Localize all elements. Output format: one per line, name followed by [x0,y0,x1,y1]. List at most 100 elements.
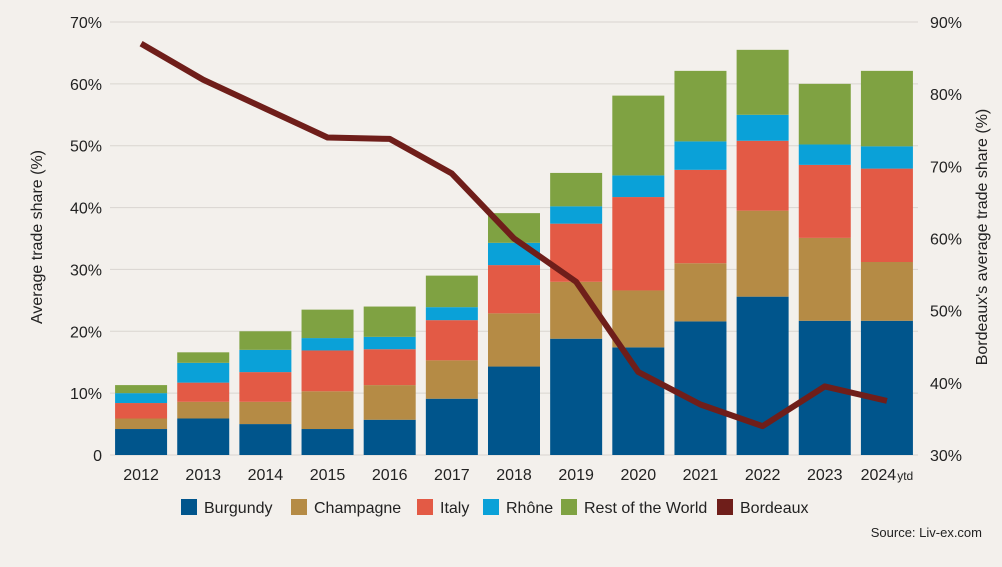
x-tick-label: 2021 [683,467,719,484]
y-tick-label: 0 [93,448,102,465]
bar-segment [364,337,416,349]
bar-segment [799,238,851,321]
bar-segment [737,297,789,455]
bar-segment [612,290,664,347]
x-tick-label: 2012 [123,467,159,484]
bar-segment [737,115,789,141]
bar-segment [115,393,167,403]
bar-segment [115,429,167,455]
bar-segment [799,84,851,145]
y-tick-label: 10% [70,386,102,403]
y2-tick-label: 90% [930,15,962,32]
bar-segment [239,372,291,402]
y2-tick-label: 50% [930,304,962,321]
x-tick-label: 2013 [185,467,221,484]
bar-segment [177,402,229,419]
bar-segment [737,141,789,211]
y-tick-label: 50% [70,139,102,156]
bar-segment [239,350,291,372]
legend-label: Burgundy [204,500,273,517]
bar-segment [239,331,291,350]
bar-segment [612,175,664,197]
bar-segment [177,352,229,363]
bar-segment [674,263,726,321]
bar-segment [674,141,726,169]
legend-label: Rhône [506,500,553,517]
bar-segment [426,276,478,308]
legend-swatch [417,499,433,515]
y2-tick-label: 40% [930,376,962,393]
bar-segment [239,424,291,455]
legend-swatch [291,499,307,515]
bar-segment [426,399,478,455]
bar-segment [612,347,664,455]
bar-segment [364,307,416,337]
bar-segment [302,310,354,338]
bar-segment [364,385,416,420]
y-axis-title: Average trade share (%) [29,150,46,324]
bar-segment [674,71,726,142]
x-tick-suffix: ytd [897,469,913,483]
bar-segment [861,146,913,168]
bar-segment [302,429,354,455]
bar-segment [302,391,354,429]
y2-tick-label: 80% [930,87,962,104]
x-tick-label: 2020 [621,467,657,484]
x-tick-label: 2018 [496,467,532,484]
bar-segment [674,321,726,455]
bar-segment [302,338,354,350]
legend-swatch [717,499,733,515]
bar-segment [239,402,291,424]
bar-segment [488,313,540,366]
bar-segment [115,403,167,418]
source-note: Source: Liv-ex.com [871,525,982,540]
bar-segment [364,349,416,385]
y-tick-label: 70% [70,15,102,32]
bar-segment [550,206,602,223]
y2-tick-label: 60% [930,232,962,249]
y-tick-label: 40% [70,201,102,218]
legend-label: Champagne [314,500,401,517]
bar-segment [861,262,913,321]
bar-segment [612,197,664,290]
bar-segment [426,320,478,360]
x-tick-label: 2019 [558,467,594,484]
bar-segment [737,211,789,297]
bar-segment [426,360,478,398]
bar-segment [177,419,229,455]
bar-segment [550,339,602,455]
bar-segment [612,96,664,176]
x-tick-label: 2024ytd [861,467,914,484]
bar-segment [115,385,167,393]
y-tick-label: 30% [70,262,102,279]
bar-segment [488,367,540,455]
bars [115,50,913,455]
legend-swatch [181,499,197,515]
legend-label: Italy [440,500,469,517]
y2-tick-label: 70% [930,159,962,176]
bar-segment [550,224,602,282]
y2-tick-label: 30% [930,448,962,465]
bar-segment [488,265,540,313]
bar-segment [861,169,913,262]
legend-swatch [561,499,577,515]
x-tick-label: 2017 [434,467,470,484]
bar-segment [799,165,851,238]
bar-segment [177,363,229,383]
x-tick-label: 2023 [807,467,843,484]
bar-segment [550,173,602,206]
bar-segment [861,71,913,146]
y2-axis-title: Bordeaux's average trade share (%) [974,109,991,366]
bar-segment [737,50,789,115]
legend-label: Bordeaux [740,500,809,517]
legend-swatch [483,499,499,515]
bar-segment [426,307,478,320]
y-tick-label: 60% [70,77,102,94]
bar-segment [674,170,726,263]
bar-segment [302,350,354,391]
bar-segment [364,420,416,455]
x-tick-label: 2015 [310,467,346,484]
